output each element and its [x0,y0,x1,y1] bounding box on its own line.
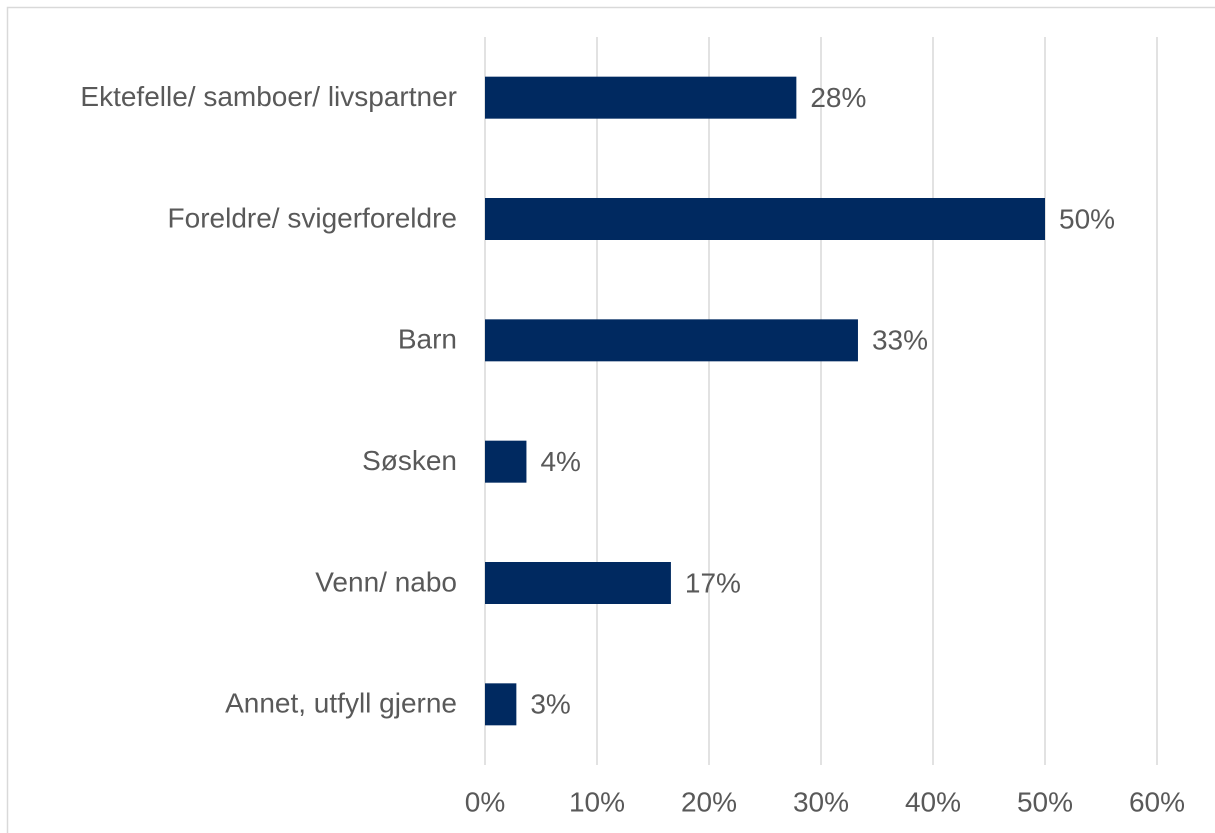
x-tick-label: 50% [1017,786,1073,817]
value-label: 33% [872,325,928,356]
bar [485,683,517,726]
value-label: 3% [530,689,570,720]
y-tick-label: Annet, utfyll gjerne [225,688,457,719]
x-tick-label: 30% [793,786,849,817]
value-label: 17% [685,567,741,598]
bar [485,319,858,362]
x-tick-label: 20% [681,786,737,817]
bar [485,562,671,604]
x-tick-label: 40% [905,786,961,817]
y-tick-label: Barn [398,324,457,355]
y-tick-label: Venn/ nabo [315,566,457,597]
x-tick-label: 60% [1129,786,1185,817]
x-tick-label: 0% [465,786,505,817]
chart-border [6,6,1215,833]
y-tick-label: Foreldre/ svigerforeldre [168,202,457,233]
value-label: 28% [810,82,866,113]
value-label: 50% [1059,203,1115,234]
bar [485,440,527,483]
value-label: 4% [540,446,580,477]
y-tick-label: Ektefelle/ samboer/ livspartner [80,81,457,112]
y-tick-label: Søsken [362,445,457,476]
x-tick-label: 10% [569,786,625,817]
bar [485,198,1045,240]
bar [485,76,797,119]
